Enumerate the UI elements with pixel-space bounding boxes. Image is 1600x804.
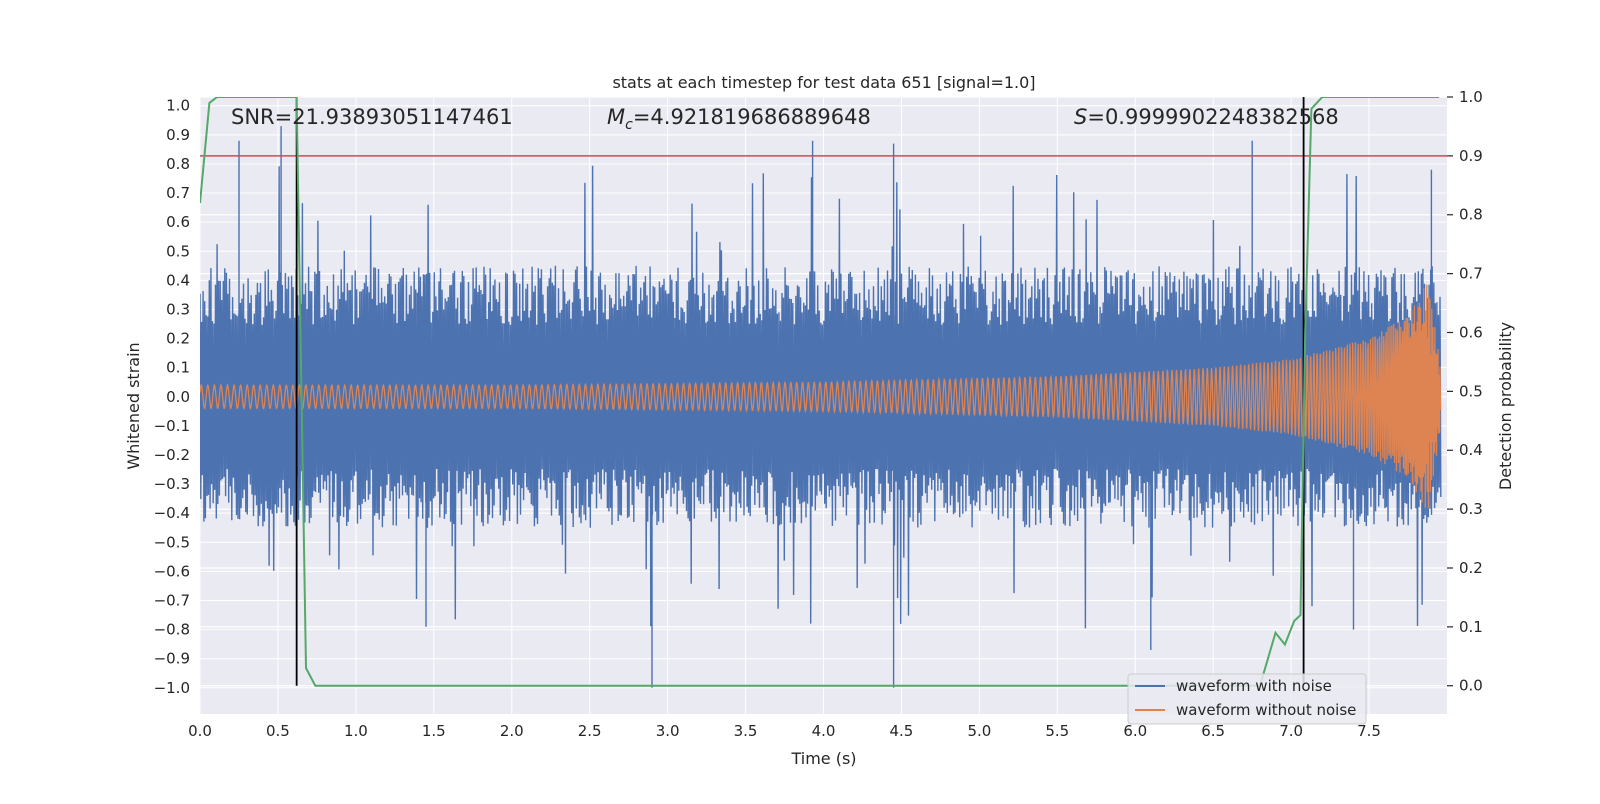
x-tick-label: 3.0 [656,722,680,740]
y-left-tick-label: 0.3 [166,300,190,318]
y-right-tick-label: 0.1 [1459,618,1483,636]
x-tick-label: 1.5 [422,722,446,740]
y-right-tick-label: 0.7 [1459,265,1483,283]
y-axis-left-ticks: 1.0 0.9 0.8 0.7 0.6 0.5 0.4 0.3 0.2 0.1 0.0 −0.1 −0.… [154,97,190,697]
y-left-tick-label: −0.8 [154,621,190,639]
x-tick-label: 2.0 [500,722,524,740]
y-left-tick-label: −0.2 [154,446,190,464]
y-left-tick-label: −0.5 [154,533,190,551]
x-tick-label: 1.0 [344,722,368,740]
x-tick-label: 6.5 [1201,722,1225,740]
legend: waveform with noise waveform without noi… [1127,673,1367,725]
y-left-tick-label: −0.6 [154,562,190,580]
series-waveform-without-noise [200,284,1442,509]
score-annotation: S=0.9999902248382568 [1074,105,1339,129]
y-right-tick-label: 0.2 [1459,559,1483,577]
y-left-tick-label: 0.5 [166,242,190,260]
x-tick-label: 5.5 [1045,722,1069,740]
y-right-tick-label: 0.3 [1459,500,1483,518]
y-left-tick-label: 1.0 [166,97,190,115]
y-left-tick-label: 0.7 [166,184,190,202]
y-right-tick-label: 0.4 [1459,441,1483,459]
x-axis-ticks: 0.0 0.5 1.0 1.5 2.0 2.5 3.0 3.5 4.0 4.5 5.0 5.5 6.0 6… [188,722,1381,740]
legend-label-clean: waveform without noise [1176,701,1356,719]
series-waveform-with-noise [200,126,1442,688]
x-tick-label: 4.5 [890,722,914,740]
chirp-mass-annotation: Mc=4.921819686889648 [607,105,871,133]
x-axis-label: Time (s) [790,749,856,768]
chart-title: stats at each timestep for test data 651… [612,73,1035,92]
legend-box [1127,673,1367,725]
y-right-tick-label: 0.8 [1459,206,1483,224]
y-left-tick-label: −0.9 [154,650,190,668]
x-tick-label: 7.5 [1357,722,1381,740]
y-left-tick-label: 0.2 [166,330,190,348]
x-tick-label: 2.5 [578,722,602,740]
snr-annotation: SNR=21.93893051147461 [231,105,513,129]
y-left-tick-label: −0.3 [154,475,190,493]
x-tick-label: 4.0 [812,722,836,740]
y-right-tick-label: 1.0 [1459,88,1483,106]
x-tick-label: 5.0 [967,722,991,740]
s-symbol: S [1074,105,1087,129]
y-left-tick-label: −0.7 [154,591,190,609]
y-right-tick-label: 0.0 [1459,677,1483,695]
y-left-tick-label: 0.6 [166,213,190,231]
mc-value: =4.921819686889648 [633,105,871,129]
x-tick-label: 0.5 [266,722,290,740]
y-right-tick-label: 0.9 [1459,147,1483,165]
y-left-tick-label: 0.0 [166,388,190,406]
y-left-tick-label: 0.4 [166,271,190,289]
y-left-tick-label: −0.1 [154,417,190,435]
y-left-tick-label: −1.0 [154,679,190,697]
y-right-tick-label: 0.5 [1459,382,1483,400]
y-left-tick-label: 0.8 [166,155,190,173]
series-layer [200,97,1447,688]
x-tick-label: 7.0 [1279,722,1303,740]
x-tick-label: 6.0 [1123,722,1147,740]
y-right-tick-label: 0.6 [1459,323,1483,341]
x-tick-label: 3.5 [734,722,758,740]
mc-symbol: M [607,105,625,129]
legend-label-noise: waveform with noise [1176,677,1332,695]
s-value: =0.9999902248382568 [1087,105,1338,129]
y-left-tick-label: 0.9 [166,126,190,144]
y-axis-right-ticks: 1.0 0.9 0.8 0.7 0.6 0.5 0.4 0.3 0.2 0.1 0.0 [1447,88,1483,695]
y-axis-right-label: Detection probability [1496,322,1515,490]
y-left-tick-label: 0.1 [166,359,190,377]
y-left-tick-label: −0.4 [154,504,190,522]
series-detection-probability [200,97,1440,687]
x-tick-label: 0.0 [188,722,212,740]
mc-subscript: c [625,117,633,133]
y-axis-left-label: Whitened strain [124,342,143,469]
